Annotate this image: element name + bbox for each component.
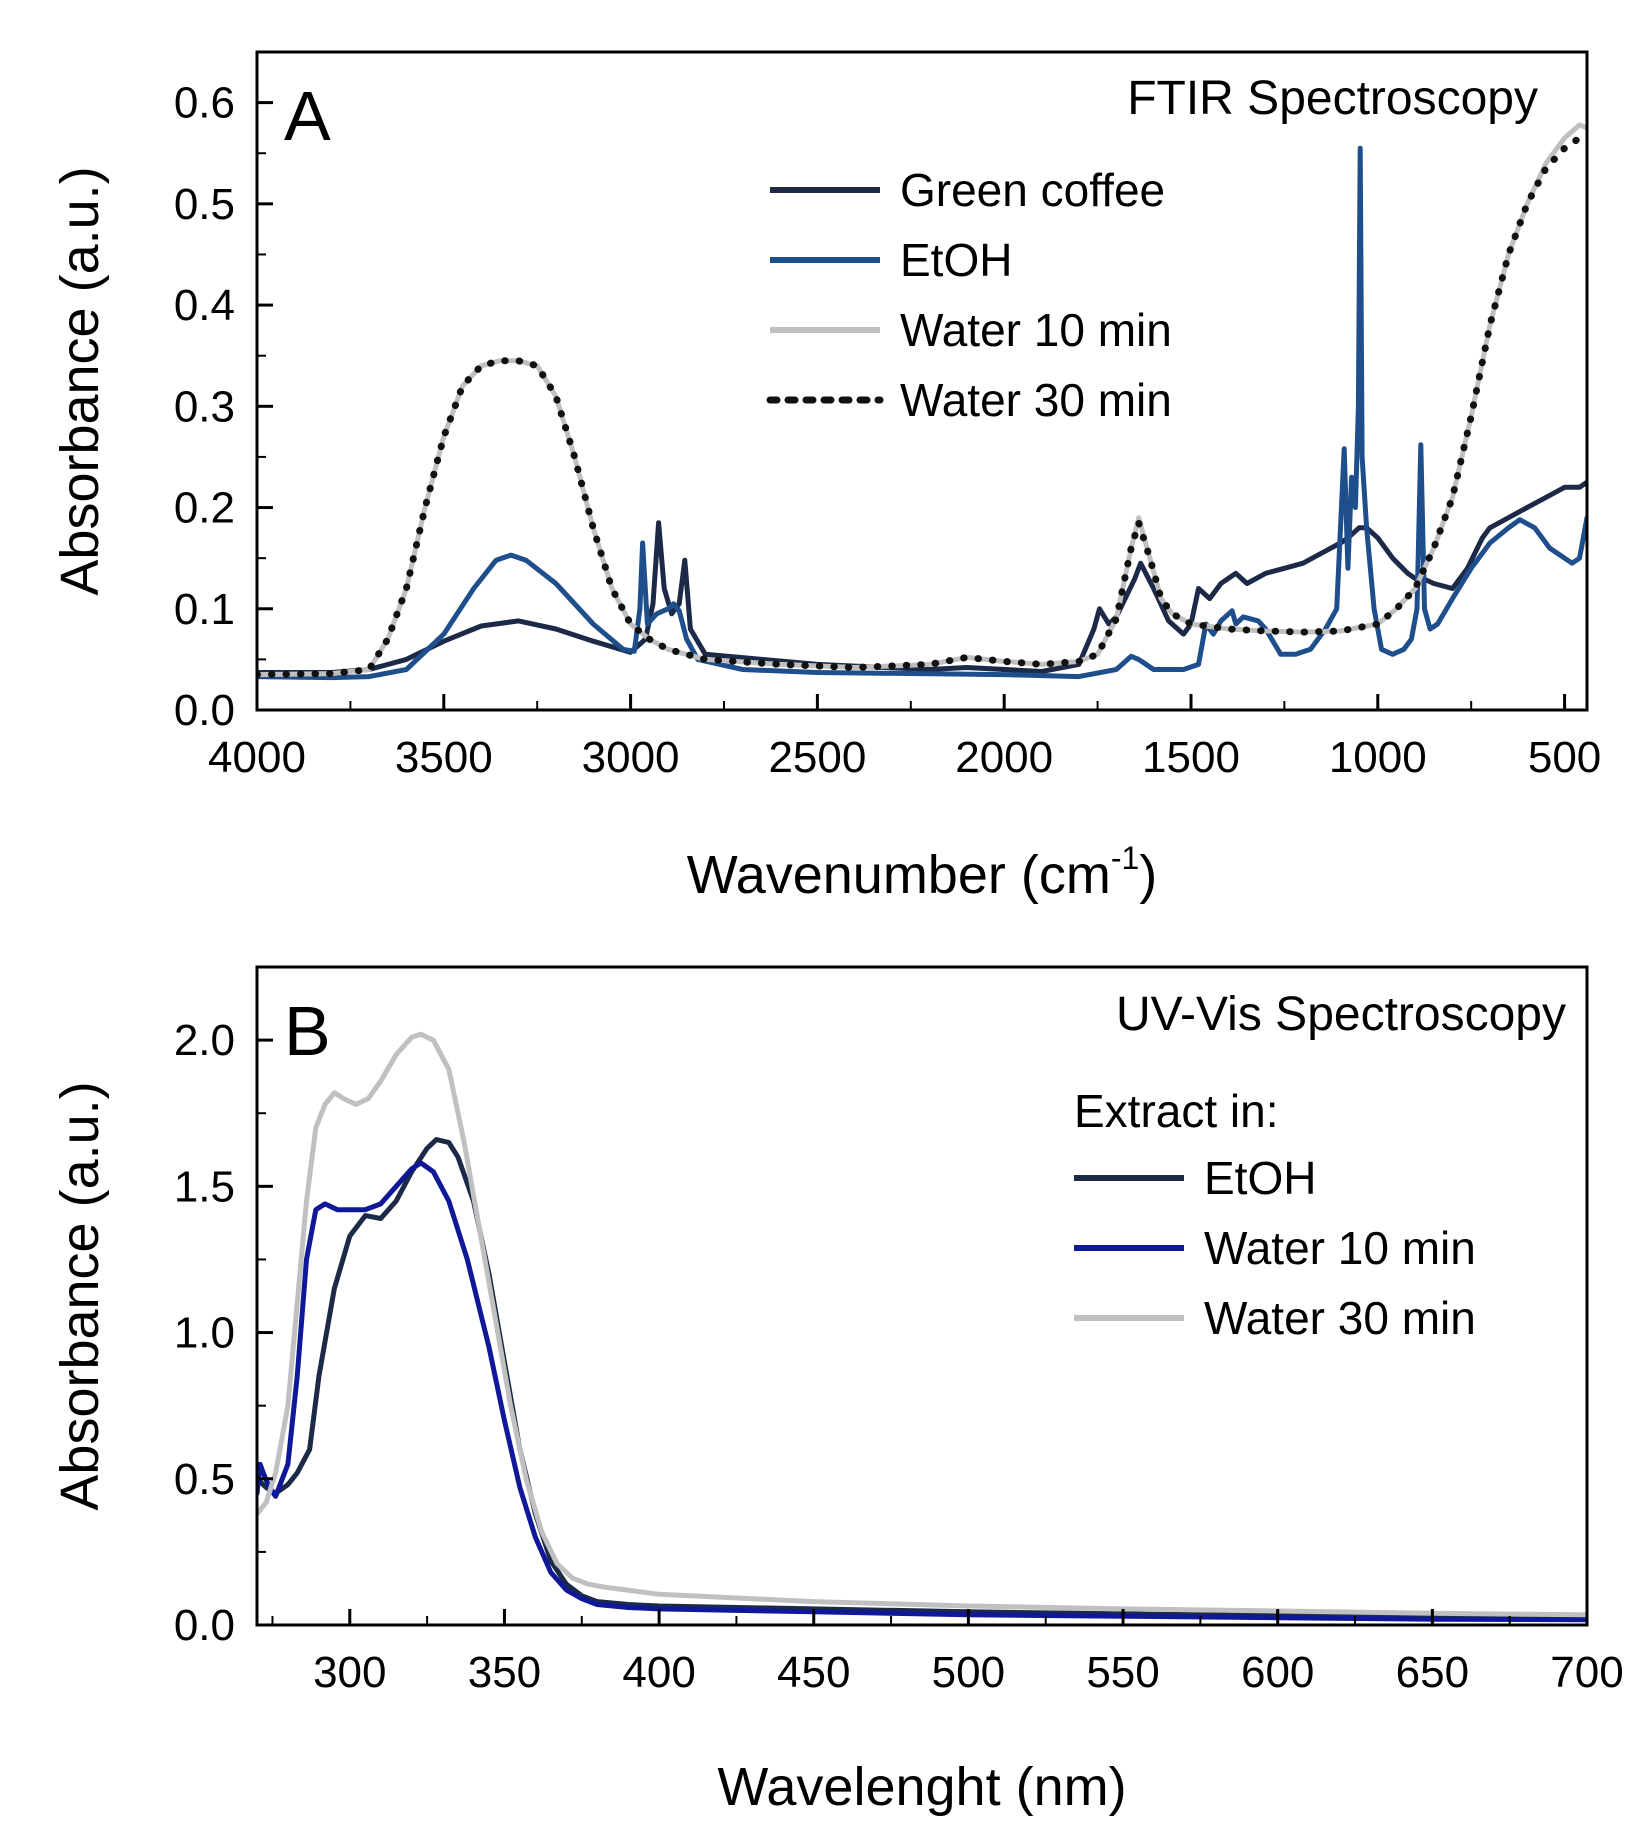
x-tick-label: 300 xyxy=(313,1648,386,1697)
panel-a-title: FTIR Spectroscopy xyxy=(1127,72,1538,125)
y-tick-label: 0.5 xyxy=(174,1455,235,1504)
x-tick-label: 500 xyxy=(932,1648,1005,1697)
panel-a-ticks: 4000 3500 3000 2500 2000 1500 1000 500 0.0 0.1 0.2… xyxy=(174,79,1601,782)
x-tick-label: 700 xyxy=(1550,1648,1623,1697)
y-tick-label: 0.0 xyxy=(174,686,235,735)
series-line-water-30-min xyxy=(257,1031,1587,1618)
x-axis-title-main: Wavenumber (cm xyxy=(687,845,1111,905)
panel-a-ftir: 4000 3500 3000 2500 2000 1500 1000 500 0.0 0.1 0.2… xyxy=(50,50,1601,905)
panel-a-x-axis-title: Wavenumber (cm-1) xyxy=(687,840,1158,905)
x-tick-label: 400 xyxy=(622,1648,695,1697)
x-axis-title-superscript: -1 xyxy=(1111,840,1139,876)
y-tick-label: 0.1 xyxy=(174,585,235,634)
x-tick-label: 2500 xyxy=(768,733,866,782)
x-tick-label: 3000 xyxy=(582,733,680,782)
x-tick-label: 500 xyxy=(1528,733,1601,782)
series-line-water-10-min xyxy=(257,1160,1587,1623)
series-line-green-coffee xyxy=(257,479,1587,675)
legend-label-water-10-min: Water 10 min xyxy=(900,304,1172,356)
series-line-etoh xyxy=(257,145,1587,681)
y-tick-label: 0.4 xyxy=(174,281,235,330)
x-tick-label: 600 xyxy=(1241,1648,1314,1697)
panel-a-legend: Green coffee EtOH Water 10 min Water 30 … xyxy=(766,164,1172,426)
x-tick-label: 4000 xyxy=(208,733,306,782)
x-tick-label: 650 xyxy=(1396,1648,1469,1697)
panel-a-letter: A xyxy=(284,77,331,155)
x-tick-label: 550 xyxy=(1086,1648,1159,1697)
legend-label-etoh: EtOH xyxy=(1204,1152,1316,1204)
y-tick-label: 0.5 xyxy=(174,180,235,229)
panel-b-series xyxy=(257,1031,1587,1623)
y-tick-label: 0.2 xyxy=(174,484,235,533)
panel-b-plot-frame xyxy=(255,965,1589,1627)
legend-title: Extract in: xyxy=(1074,1085,1279,1137)
panel-b-uvvis: 300 350 400 450 500 550 600 650 700 0.0 0.5 1.0 1.5 2… xyxy=(50,965,1624,1817)
legend-label-water-30-min: Water 30 min xyxy=(1204,1292,1476,1344)
x-tick-label: 450 xyxy=(777,1648,850,1697)
panel-b-legend: Extract in: EtOH Water 10 min Water 30 m… xyxy=(1074,1085,1476,1344)
x-tick-label: 3500 xyxy=(395,733,493,782)
legend-label-green-coffee: Green coffee xyxy=(900,164,1165,216)
legend-label-water-10-min: Water 10 min xyxy=(1204,1222,1476,1274)
x-tick-label: 350 xyxy=(468,1648,541,1697)
series-line-water-30-min xyxy=(257,134,1587,679)
x-tick-label: 1000 xyxy=(1329,733,1427,782)
panel-b-letter: B xyxy=(284,992,331,1070)
y-tick-label: 2.0 xyxy=(174,1016,235,1065)
x-axis-title-close: ) xyxy=(1139,845,1157,905)
y-tick-label: 0.0 xyxy=(174,1601,235,1650)
legend-label-etoh: EtOH xyxy=(900,234,1012,286)
panel-b-title: UV-Vis Spectroscopy xyxy=(1116,988,1566,1041)
panel-b-x-axis-title: Wavelenght (nm) xyxy=(717,1757,1126,1817)
y-tick-label: 0.3 xyxy=(174,382,235,431)
legend-label-water-30-min: Water 30 min xyxy=(900,374,1172,426)
panel-b-ticks: 300 350 400 450 500 550 600 650 700 0.0 0.5 1.0 1.5 2… xyxy=(174,1016,1624,1697)
y-tick-label: 1.0 xyxy=(174,1309,235,1358)
panel-a-y-axis-title: Absorbance (a.u.) xyxy=(50,166,110,595)
panel-a-plot-frame xyxy=(255,50,1589,712)
series-line-etoh xyxy=(257,1137,1587,1622)
y-tick-label: 1.5 xyxy=(174,1162,235,1211)
panel-a-series xyxy=(257,122,1587,681)
x-tick-label: 1500 xyxy=(1142,733,1240,782)
x-tick-label: 2000 xyxy=(955,733,1053,782)
panel-b-y-axis-title: Absorbance (a.u.) xyxy=(50,1081,110,1510)
y-tick-label: 0.6 xyxy=(174,79,235,128)
